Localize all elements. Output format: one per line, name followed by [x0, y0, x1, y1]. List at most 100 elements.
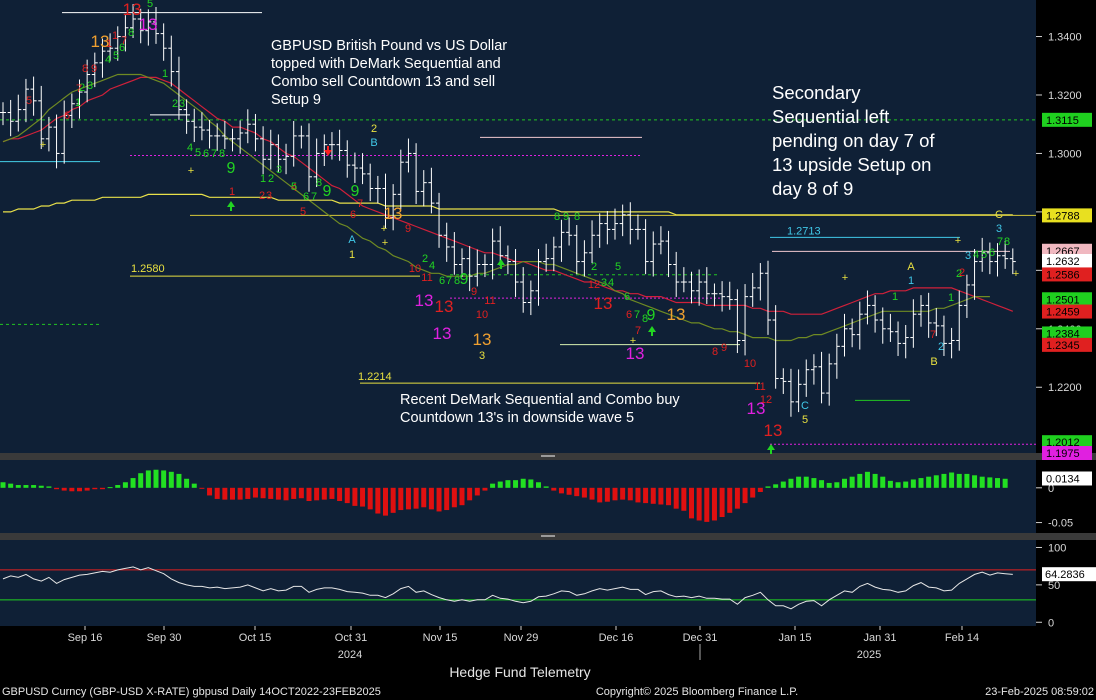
histogram-bar — [536, 482, 541, 488]
histogram-bar — [145, 470, 151, 488]
histogram-bar — [115, 485, 121, 488]
demark-count: 6 — [203, 148, 209, 160]
demark-count: 9 — [227, 160, 236, 177]
demark-count: 2 — [591, 261, 597, 273]
demark-count: A — [907, 261, 915, 273]
histogram-bar — [627, 487, 633, 501]
price-bar — [122, 15, 129, 52]
histogram-bar — [337, 487, 343, 502]
histogram-bar — [398, 487, 404, 511]
histogram-bar — [666, 487, 672, 506]
demark-count: 2 — [938, 341, 944, 353]
price-bar — [237, 120, 244, 154]
histogram-bar — [23, 485, 29, 488]
demark-count: 12 — [588, 279, 600, 291]
histogram-bar — [451, 487, 457, 508]
histogram-bar — [329, 487, 335, 499]
demark-count: 8 — [128, 27, 134, 39]
demark-count: 8 — [574, 211, 580, 223]
demark-count: 3 — [276, 164, 282, 176]
buy-arrow-icon — [500, 265, 502, 269]
price-bar — [918, 295, 924, 327]
price-bar — [986, 242, 993, 275]
x-tick-label: Sep 30 — [147, 632, 182, 644]
histogram-bar — [306, 487, 312, 502]
price-bar — [38, 85, 45, 150]
demark-count: 11 — [421, 272, 432, 284]
demark-count: 5 — [300, 206, 306, 218]
y-tick-label: 50 — [1048, 580, 1060, 592]
demark-count: 13 — [91, 32, 110, 51]
price-bar — [344, 140, 351, 178]
price-bar — [61, 100, 68, 164]
histogram-bar — [38, 485, 44, 488]
demark-count: 4 — [291, 182, 297, 194]
histogram-bar — [176, 473, 182, 488]
histogram-bar — [321, 487, 327, 500]
price-bar — [696, 269, 703, 306]
price-bar — [787, 368, 794, 417]
price-bar — [359, 153, 366, 185]
price-bar — [940, 315, 947, 356]
histogram-bar — [497, 481, 503, 488]
price-label-box — [1042, 446, 1092, 460]
price-bar — [306, 123, 312, 192]
footer-right: 23-Feb-2025 08:59:02 — [985, 686, 1094, 698]
demark-count: 10 — [409, 263, 421, 275]
histogram-bar — [352, 487, 358, 506]
price-bar — [772, 305, 779, 389]
price-bar — [130, 4, 137, 38]
rsi-panel-bg — [0, 540, 1036, 626]
footer-center: Copyright© 2025 Bloomberg Finance L.P. — [596, 686, 798, 698]
price-bar — [390, 184, 397, 231]
price-bar — [703, 267, 710, 304]
price-label-text: 1.2586 — [1046, 269, 1080, 281]
price-bar — [53, 114, 60, 169]
demark-count: 7 — [311, 191, 317, 203]
histogram-bar — [673, 487, 679, 509]
demark-count: 4 — [973, 249, 979, 261]
price-bar — [527, 280, 534, 316]
histogram-bar — [926, 476, 932, 488]
price-bar — [856, 301, 863, 350]
histogram-bar — [880, 476, 886, 488]
price-bar — [558, 219, 565, 262]
histogram-bar — [77, 487, 82, 492]
histogram-bar — [987, 477, 993, 488]
price-bar — [160, 23, 167, 61]
price-bar — [443, 222, 450, 262]
histogram-bar — [558, 487, 564, 494]
top-annotation: GBPUSD British Pound vs US Dollar topped… — [271, 37, 507, 109]
histogram-bar — [122, 482, 128, 488]
histogram-bar — [711, 487, 717, 521]
price-bar — [719, 281, 726, 312]
histogram-bar — [291, 487, 297, 499]
price-bar — [512, 249, 519, 297]
histogram-bar — [995, 478, 1000, 488]
price-bar — [680, 267, 687, 293]
histogram-bar — [788, 478, 794, 488]
price-bar — [283, 143, 290, 175]
histogram-bar — [765, 486, 771, 488]
price-bar — [979, 237, 986, 272]
price-bar — [481, 254, 488, 278]
price-bar — [198, 112, 205, 141]
histogram-bar — [490, 483, 496, 488]
price-bar — [114, 26, 121, 61]
demark-count: 5 — [113, 50, 119, 62]
right-annotation-line: day 8 of 9 — [772, 178, 854, 199]
demark-count: 2 — [422, 253, 428, 265]
histogram-bar — [887, 480, 893, 488]
histogram-bar — [972, 475, 978, 488]
histogram-bar — [260, 487, 266, 499]
y-tick-label: 1.3000 — [1048, 148, 1082, 160]
price-bar — [459, 248, 465, 278]
price-bar — [367, 163, 374, 202]
demark-count: A — [348, 234, 356, 246]
histogram-bar — [734, 487, 740, 509]
histogram-bar — [941, 473, 947, 488]
demark-count: 1 — [948, 292, 954, 304]
histogram-bar — [54, 487, 60, 490]
y-tick-label: 1.2200 — [1048, 382, 1082, 394]
